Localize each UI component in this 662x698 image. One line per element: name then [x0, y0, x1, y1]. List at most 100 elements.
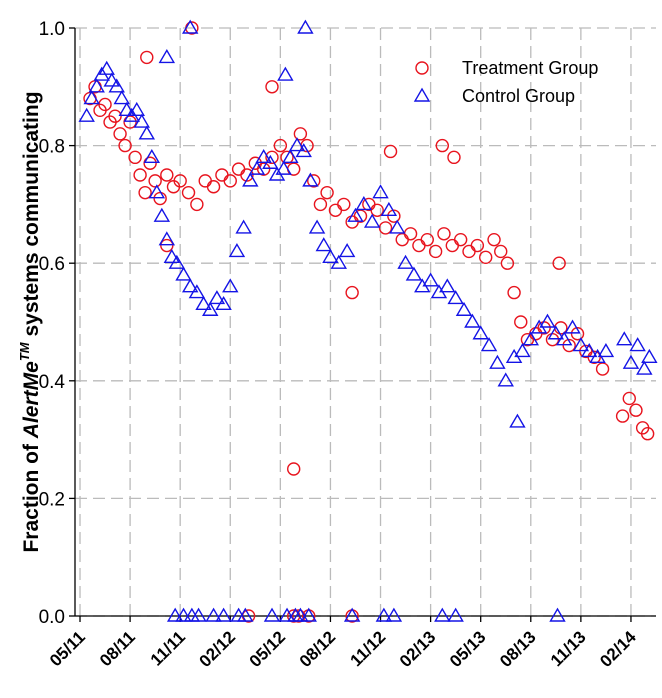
point [494, 244, 508, 259]
point [353, 209, 368, 223]
point [507, 285, 521, 300]
point [489, 354, 506, 369]
x-tick-label: 08/12 [296, 627, 340, 671]
point [143, 156, 157, 170]
point [500, 256, 515, 270]
point [313, 197, 328, 212]
point [514, 315, 528, 329]
point [300, 607, 317, 622]
point [277, 66, 294, 81]
point [455, 301, 473, 316]
point [158, 49, 176, 64]
point [215, 168, 229, 182]
point [231, 162, 246, 176]
point [128, 101, 145, 117]
point [195, 295, 212, 311]
point [570, 327, 585, 341]
legend-marker [415, 61, 429, 75]
point [288, 137, 306, 152]
point [240, 168, 254, 182]
point [307, 174, 321, 188]
point [580, 343, 598, 358]
point [98, 60, 115, 75]
point [278, 607, 296, 622]
point [572, 337, 590, 352]
point [223, 174, 237, 188]
point [337, 197, 351, 212]
point [175, 607, 192, 622]
point [640, 427, 655, 441]
point [363, 213, 381, 228]
y-tick-label: 0.8 [39, 137, 65, 158]
point [133, 168, 147, 182]
point [378, 221, 393, 235]
point [168, 254, 186, 269]
point [297, 19, 314, 34]
point [464, 313, 481, 328]
point [387, 209, 401, 223]
point [435, 138, 449, 153]
x-tick-label: 08/13 [496, 627, 540, 671]
point [242, 172, 259, 187]
point [202, 301, 219, 316]
point [597, 343, 615, 358]
legend-label: Control Group [462, 86, 575, 106]
point [320, 185, 334, 200]
point [190, 197, 204, 212]
point [447, 290, 464, 305]
point [206, 180, 221, 194]
point [641, 348, 658, 363]
point [389, 219, 406, 234]
point [330, 254, 348, 269]
point [487, 232, 501, 247]
legend-label: Treatment Group [462, 58, 598, 78]
point [292, 607, 309, 622]
point [629, 403, 643, 417]
point [205, 607, 222, 622]
point [636, 360, 653, 375]
point [347, 207, 364, 222]
point [198, 174, 212, 188]
point [462, 244, 476, 259]
point [362, 197, 376, 212]
point [138, 185, 152, 200]
point [447, 150, 461, 165]
point [103, 72, 120, 87]
point [78, 107, 95, 122]
point [113, 127, 127, 141]
point [175, 266, 192, 281]
point [222, 278, 239, 293]
point [160, 168, 174, 182]
point [509, 413, 526, 428]
point [166, 607, 184, 622]
x-tick-label: 11/13 [547, 627, 590, 670]
point [395, 232, 409, 247]
point [295, 143, 312, 158]
x-tick-label: 08/11 [96, 627, 139, 670]
point [338, 243, 356, 258]
point [547, 325, 565, 340]
point [380, 201, 398, 216]
point [293, 127, 308, 141]
point [263, 607, 281, 622]
point [98, 97, 112, 112]
point [397, 254, 414, 269]
point [160, 238, 174, 253]
x-tick-label: 11/11 [147, 627, 189, 669]
point [181, 278, 199, 293]
point [280, 150, 294, 165]
point [275, 160, 292, 175]
point [138, 125, 156, 140]
y-label-part: TM [17, 341, 32, 361]
point [83, 90, 100, 105]
point [385, 607, 403, 622]
y-tick-label: 0.2 [39, 489, 65, 510]
y-tick-label: 0.4 [39, 372, 66, 393]
point [88, 78, 105, 93]
point [153, 191, 167, 206]
y-label-part: systems communicating [20, 91, 43, 342]
point [181, 19, 199, 34]
y-axis-label: Fraction of AlertMeTM systems communicat… [17, 91, 43, 552]
point [453, 232, 468, 247]
